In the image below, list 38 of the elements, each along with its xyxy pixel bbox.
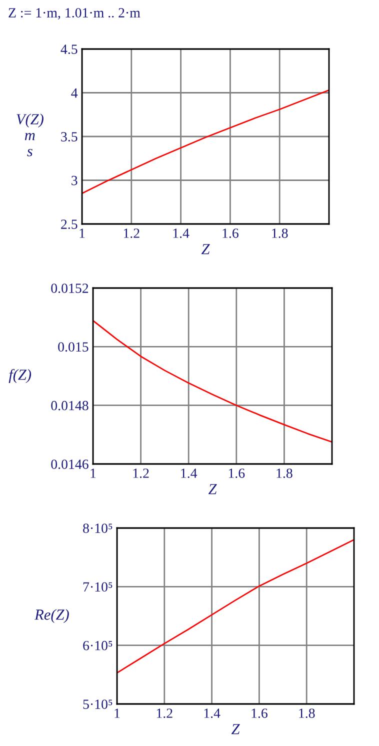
x-tick-label: 1 — [90, 468, 96, 478]
x-tick-label: 1.6 — [252, 708, 268, 718]
y-tick-label: 8·10⁵ — [83, 524, 112, 533]
text: Z := 1·m, 1.01·m .. 2·m — [8, 8, 140, 20]
line-series — [117, 539, 354, 674]
x-tick-label: 1.4 — [173, 228, 190, 238]
x-axis-title: Z — [231, 724, 240, 734]
x-tick-label: 1 — [114, 708, 120, 718]
x-tick-label: 1.4 — [204, 708, 220, 718]
y-axis-title: V(Z) m s — [16, 114, 44, 156]
y-tick-label: 0.0146 — [51, 460, 88, 470]
y-tick-label: 3.5 — [61, 132, 78, 142]
x-tick-label: 1.8 — [299, 708, 315, 718]
x-tick-label: 1.6 — [222, 228, 238, 238]
y-tick-label: 5·10⁵ — [83, 700, 112, 709]
x-axis-title: Z — [208, 484, 217, 494]
x-tick-label: 1.8 — [276, 468, 292, 478]
x-tick-label: 1.2 — [133, 468, 149, 478]
y-tick-label: 0.0152 — [51, 284, 88, 294]
line-series — [82, 89, 329, 194]
y-tick-label: 7·10⁵ — [83, 582, 112, 592]
x-tick-label: 1.8 — [272, 228, 288, 238]
y-tick-label: 0.0148 — [51, 400, 88, 410]
y-tick-label: 0.015 — [58, 342, 88, 352]
y-tick-label: 6·10⁵ — [83, 640, 112, 650]
x-tick-label: 1 — [80, 228, 85, 238]
x-tick-label: 1.2 — [156, 708, 172, 718]
y-axis-title: f(Z) — [8, 368, 32, 384]
y-tick-label: 4 — [71, 88, 78, 98]
line-series — [93, 320, 332, 443]
y-tick-label: 2.5 — [61, 220, 78, 230]
x-axis-title: Z — [201, 244, 210, 254]
y-tick-label: 3 — [72, 176, 78, 186]
y-tick-label: 4.5 — [60, 44, 78, 54]
x-tick-label: 1.6 — [228, 468, 245, 478]
y-axis-title: Re(Z) — [34, 609, 69, 623]
x-tick-label: 1.2 — [124, 228, 140, 238]
x-tick-label: 1.4 — [181, 468, 198, 478]
